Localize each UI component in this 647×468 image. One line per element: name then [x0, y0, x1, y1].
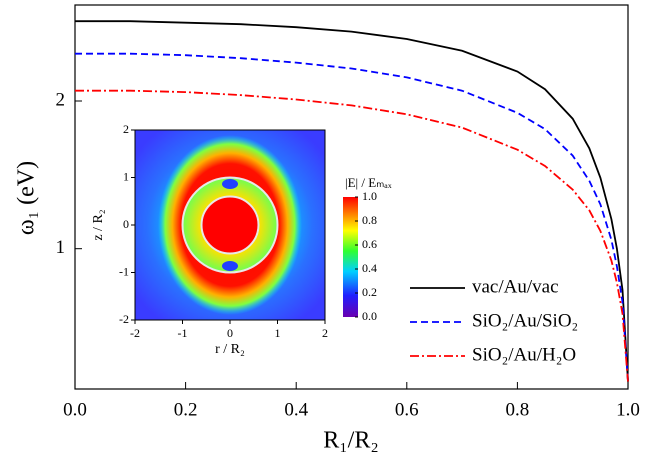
data-line [75, 89, 629, 382]
y-tick-label: 2 [56, 89, 66, 110]
inset-x-tick-label: 0 [227, 326, 233, 340]
legend-label: SiO₂/Au/H₂O [472, 344, 576, 365]
inset-y-label: z / R₂ [91, 209, 106, 240]
colorbar [343, 197, 358, 317]
inset-y-tick-label: 0 [123, 217, 129, 231]
field-map-spot [222, 179, 238, 189]
core-outline [200, 195, 260, 255]
colorbar-label: |E| / Eₘₐₓ [345, 175, 392, 190]
inset-x-tick-label: -1 [178, 326, 188, 340]
x-axis-label: R₁/R₂ [323, 428, 378, 454]
field-map-spot [222, 261, 238, 271]
data-line [75, 20, 629, 382]
y-axis-label: ω₁ (eV) [14, 161, 40, 235]
colorbar-tick-label: 0.4 [362, 261, 377, 275]
data-line [75, 52, 629, 382]
x-tick-label: 0.4 [284, 399, 308, 420]
inset-y-tick-label: 1 [123, 169, 129, 183]
colorbar-tick-label: 0.8 [362, 213, 377, 227]
colorbar-tick-label: 0.6 [362, 237, 377, 251]
inset-y-tick-label: -1 [119, 264, 129, 278]
inset-x-tick-label: 1 [275, 326, 281, 340]
inset: |E| / Eₘₐₓ r / R₂ z / R₂ [91, 129, 392, 357]
legend-label: vac/Au/vac [472, 276, 559, 297]
inset-x-tick-label: 2 [322, 326, 328, 340]
x-tick-label: 1.0 [616, 399, 640, 420]
inset-y-tick-label: 2 [123, 122, 129, 136]
colorbar-tick-label: 1.0 [362, 189, 377, 203]
inset-x-tick-label: -2 [130, 326, 140, 340]
x-tick-label: 0.6 [395, 399, 419, 420]
x-tick-label: 0.0 [63, 399, 87, 420]
x-tick-label: 0.8 [506, 399, 530, 420]
inset-x-label: r / R₂ [215, 342, 245, 357]
x-tick-label: 0.2 [174, 399, 198, 420]
inset-y-tick-label: -2 [119, 312, 129, 326]
colorbar-tick-label: 0.2 [362, 285, 377, 299]
field-map [135, 130, 325, 320]
colorbar-tick-label: 0.0 [362, 309, 377, 323]
y-tick-label: 1 [56, 237, 66, 258]
plot-frame [74, 4, 629, 390]
legend-label: SiO₂/Au/SiO₂ [472, 310, 578, 331]
